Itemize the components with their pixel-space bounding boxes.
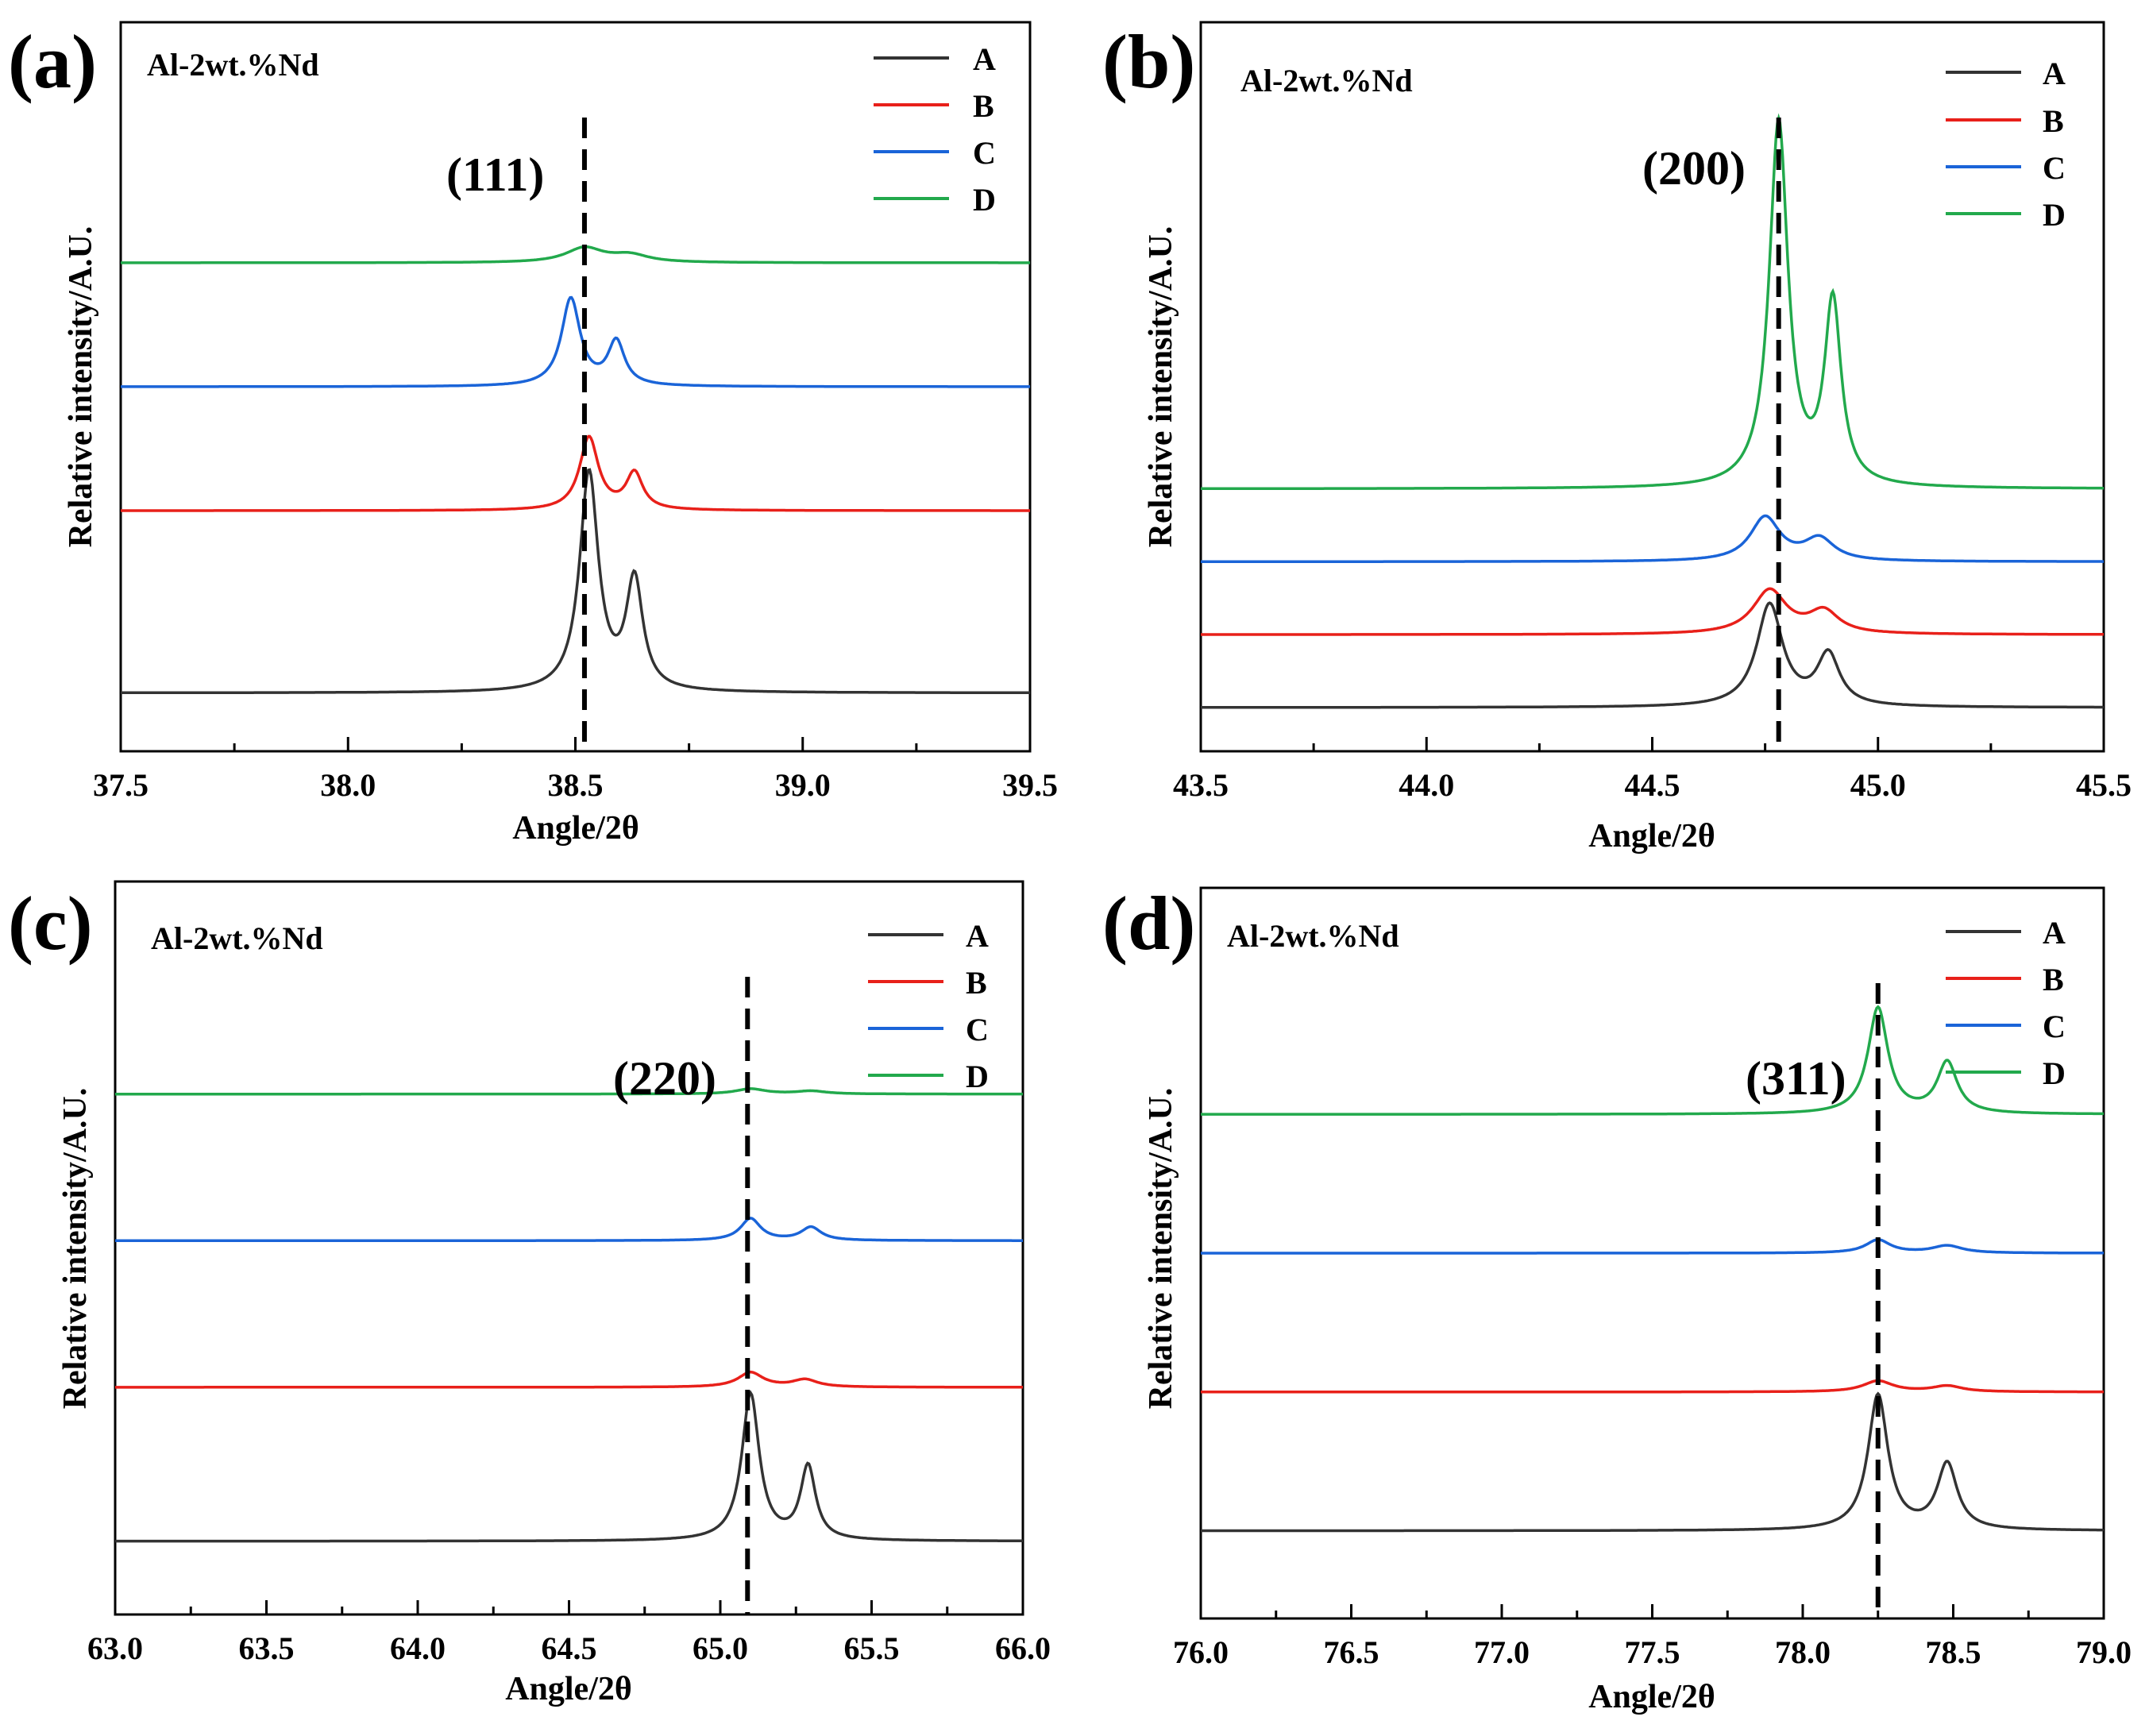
legend-label-b: B <box>2043 962 2064 997</box>
x-tick-label: 44.0 <box>1399 767 1454 803</box>
legend-label-a: A <box>2043 56 2066 91</box>
series-layer <box>1201 113 2104 709</box>
panel-b: (b) 43.5 44.0 44.5 45.0 45.5 Al-2wt.%Nd (200… <box>1102 19 2132 854</box>
series-line-a <box>121 468 1030 695</box>
x-axis-title: Angle/2θ <box>505 1671 632 1707</box>
series-line-a <box>1201 601 2104 709</box>
series-line-d <box>1201 113 2104 491</box>
x-tick-label: 37.5 <box>93 767 149 803</box>
series-line-b <box>1201 1379 2104 1394</box>
plot-frame: 37.5 38.0 38.5 39.0 39.5 <box>93 21 1058 803</box>
panel-label: (b) <box>1102 19 1195 104</box>
legend: A B C D <box>1946 56 2066 233</box>
peak-annotation: (200) <box>1642 142 1746 195</box>
x-ticks: 37.5 38.0 38.5 39.0 39.5 <box>93 737 1058 803</box>
plot-area <box>114 880 1024 1616</box>
series-line-d <box>121 245 1030 264</box>
x-tick-label: 38.0 <box>320 767 376 803</box>
y-axis-title: Relative intensity/A.U. <box>57 1088 94 1410</box>
x-tick-label: 77.5 <box>1625 1634 1680 1670</box>
series-line-d <box>115 1087 1023 1096</box>
x-tick-label: 66.0 <box>995 1630 1051 1666</box>
x-tick-label: 43.5 <box>1173 767 1229 803</box>
series-line-b <box>121 434 1030 512</box>
legend-label-d: D <box>2043 1055 2066 1091</box>
legend-label-d: D <box>973 182 996 218</box>
legend: A B C D <box>868 918 989 1094</box>
legend-label-c: C <box>2043 150 2066 186</box>
x-axis-title: Angle/2θ <box>512 810 639 847</box>
series-line-a <box>1201 1391 2104 1533</box>
legend-label-b: B <box>966 965 987 1001</box>
plot-area <box>1199 21 2105 753</box>
y-axis-title: Relative intensity/A.U. <box>1143 1088 1179 1410</box>
x-tick-label: 78.0 <box>1775 1634 1831 1670</box>
series-line-c <box>1201 514 2104 563</box>
panel-d: (d) 76.0 76.5 77.0 77.5 78.0 78.5 79.0 Al-2wt.… <box>1102 881 2132 1715</box>
sample-label: Al-2wt.%Nd <box>1240 63 1413 98</box>
legend-label-c: C <box>973 135 996 171</box>
x-tick-label: 65.5 <box>844 1630 900 1666</box>
peak-annotation: (220) <box>613 1052 716 1105</box>
x-tick-label: 39.5 <box>1002 767 1058 803</box>
legend: A B C D <box>874 41 996 218</box>
series-layer <box>115 1087 1023 1543</box>
series-line-b <box>115 1370 1023 1389</box>
legend-label-d: D <box>2043 197 2066 233</box>
x-tick-label: 63.0 <box>87 1630 143 1666</box>
legend-label-a: A <box>973 41 996 77</box>
x-tick-label: 38.5 <box>548 767 604 803</box>
peak-annotation: (111) <box>446 149 544 201</box>
plot-frame: 43.5 44.0 44.5 45.0 45.5 <box>1173 21 2132 803</box>
series-line-a <box>115 1390 1023 1543</box>
legend-label-b: B <box>973 88 994 124</box>
series-layer <box>1201 1005 2104 1533</box>
y-axis-title: Relative intensity/A.U. <box>1143 226 1179 548</box>
legend-label-b: B <box>2043 103 2064 139</box>
series-layer <box>121 245 1030 695</box>
series-line-d <box>1201 1005 2104 1116</box>
plot-frame: 63.0 63.5 64.0 64.5 65.0 65.5 66.0 <box>87 880 1051 1666</box>
x-axis-title: Angle/2θ <box>1588 1679 1715 1715</box>
x-tick-label: 76.0 <box>1173 1634 1229 1670</box>
legend-label-a: A <box>2043 915 2066 951</box>
x-ticks: 76.0 76.5 77.0 77.5 78.0 78.5 79.0 <box>1173 1604 2132 1670</box>
legend-label-c: C <box>966 1012 989 1047</box>
series-line-c <box>115 1217 1023 1243</box>
x-tick-label: 63.5 <box>239 1630 295 1666</box>
x-ticks: 63.0 63.5 64.0 64.5 65.0 65.5 66.0 <box>87 1600 1051 1666</box>
sample-label: Al-2wt.%Nd <box>1227 918 1399 954</box>
y-axis-title: Relative intensity/A.U. <box>63 226 99 548</box>
panel-c: (c) 63.0 63.5 64.0 64.5 65.0 65.5 66.0 Al-2wt.… <box>8 880 1051 1707</box>
legend-label-a: A <box>966 918 989 954</box>
series-line-c <box>121 295 1030 388</box>
x-tick-label: 79.0 <box>2076 1634 2132 1670</box>
x-tick-label: 64.0 <box>390 1630 446 1666</box>
x-tick-label: 64.5 <box>542 1630 597 1666</box>
sample-label: Al-2wt.%Nd <box>151 920 323 956</box>
x-tick-label: 44.5 <box>1625 767 1680 803</box>
x-tick-label: 39.0 <box>775 767 831 803</box>
panel-label: (d) <box>1102 881 1195 966</box>
panel-label: (c) <box>8 881 93 966</box>
series-line-c <box>1201 1238 2104 1255</box>
legend-label-c: C <box>2043 1009 2066 1044</box>
plot-frame: 76.0 76.5 77.0 77.5 78.0 78.5 79.0 <box>1173 886 2132 1670</box>
x-tick-label: 45.0 <box>1850 767 1906 803</box>
panel-label: (a) <box>8 19 97 104</box>
x-tick-label: 65.0 <box>693 1630 748 1666</box>
legend-label-d: D <box>966 1059 989 1094</box>
x-tick-label: 45.5 <box>2076 767 2132 803</box>
x-tick-label: 76.5 <box>1324 1634 1379 1670</box>
sample-label: Al-2wt.%Nd <box>147 47 319 83</box>
panel-a: (a) 37.5 38.0 38.5 39.0 39.5 Al-2wt.%Nd (111… <box>8 19 1058 847</box>
series-line-b <box>1201 587 2104 636</box>
x-axis-title: Angle/2θ <box>1588 818 1715 854</box>
legend: A B C D <box>1946 915 2066 1091</box>
x-tick-label: 77.0 <box>1474 1634 1530 1670</box>
x-ticks: 43.5 44.0 44.5 45.0 45.5 <box>1173 737 2132 803</box>
peak-annotation: (311) <box>1746 1052 1846 1105</box>
x-tick-label: 78.5 <box>1926 1634 1981 1670</box>
